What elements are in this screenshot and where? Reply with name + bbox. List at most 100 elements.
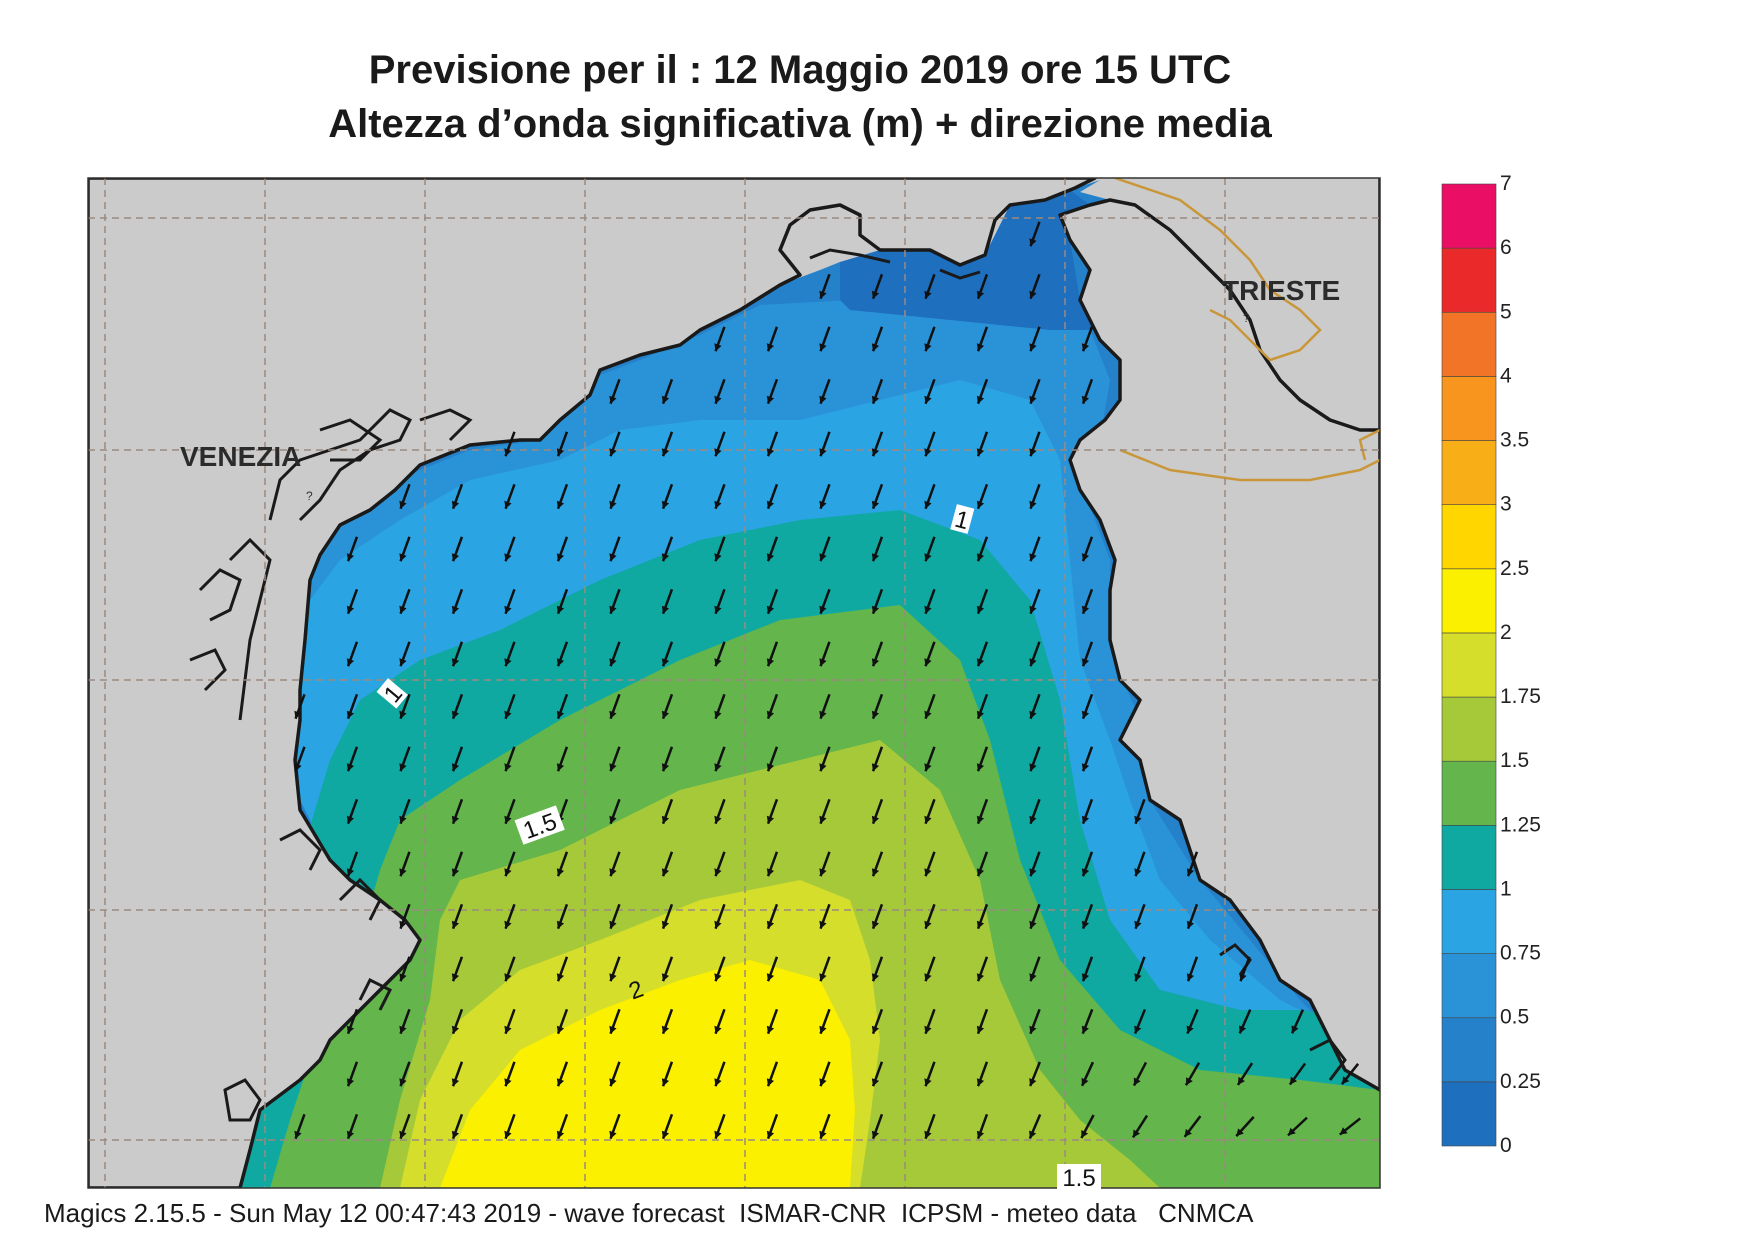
wave-arrow-head — [504, 815, 512, 824]
wave-arrow-head — [1081, 815, 1090, 824]
legend-swatch — [1441, 953, 1497, 1019]
wave-arrow-head — [871, 553, 880, 562]
wave-arrow-head — [504, 920, 512, 929]
wave-arrow-head — [556, 1130, 565, 1139]
legend-swatch — [1441, 311, 1497, 377]
wave-arrow-head — [504, 1025, 512, 1034]
wave-arrow-head — [766, 1078, 775, 1087]
wave-arrow-head — [399, 500, 407, 509]
wave-arrow-head — [346, 763, 355, 772]
wave-arrow-head — [1029, 815, 1037, 824]
wave-arrow-head — [714, 920, 722, 929]
wave-arrow-head — [661, 868, 670, 877]
wave-arrow-head — [924, 1025, 932, 1034]
wave-arrow-head — [609, 763, 617, 772]
wave-arrow-head — [661, 500, 670, 509]
legend-tick-label: 5 — [1500, 300, 1512, 323]
wave-arrow-head — [556, 658, 565, 667]
wave-arrow-head — [976, 605, 985, 614]
wave-arrow-head — [924, 815, 932, 824]
wave-arrow-head — [346, 710, 355, 719]
wave-arrow-head — [556, 553, 565, 562]
wave-arrow-head — [871, 448, 880, 457]
wave-arrow-head — [819, 920, 827, 929]
wave-arrow-head — [871, 868, 880, 877]
wave-arrow-head — [924, 658, 932, 667]
wave-arrow-head — [766, 448, 775, 457]
legend-swatch — [1441, 504, 1497, 570]
wave-arrow-head — [1186, 920, 1195, 929]
legend-tick-label: 0.5 — [1500, 1006, 1529, 1029]
wave-arrow-head — [976, 920, 985, 929]
wave-direction-arrows — [294, 221, 1361, 1140]
wave-arrow-head — [871, 290, 880, 299]
wave-arrow-head — [819, 343, 827, 352]
wave-arrow-head — [1029, 973, 1037, 982]
legend-tick-label: 1.25 — [1500, 813, 1541, 836]
wave-arrow-head — [871, 1130, 880, 1139]
wave-arrow-head — [346, 815, 355, 824]
title-line-1: Previsione per il : 12 Maggio 2019 ore 1… — [368, 48, 1232, 92]
wave-arrow-head — [714, 395, 722, 404]
wave-arrow-head — [346, 868, 355, 877]
legend-tick-label: 4 — [1500, 364, 1512, 387]
legend-swatch — [1441, 889, 1497, 954]
wave-arrow-head — [1291, 1025, 1299, 1034]
contour-label-box — [1057, 1164, 1101, 1190]
wave-arrow-head — [504, 710, 512, 719]
wave-arrow-head — [714, 448, 722, 457]
wave-arrow-head — [451, 920, 460, 929]
wave-arrow-head — [661, 395, 670, 404]
legend-swatch — [1441, 632, 1497, 698]
legend-swatch — [1441, 247, 1497, 313]
wave-arrow-head — [661, 658, 670, 667]
wave-arrow-head — [1029, 605, 1037, 614]
wave-arrow-head — [451, 553, 460, 562]
wave-arrow-head — [1134, 868, 1142, 877]
wave-arrow-head — [451, 500, 460, 509]
wave-arrow-head — [976, 658, 985, 667]
wave-arrow-head — [504, 1130, 512, 1139]
wave-arrow-head — [504, 1078, 512, 1087]
borders — [1114, 178, 1380, 482]
wave-arrow-head — [714, 1025, 722, 1034]
wave-arrow-head — [451, 605, 460, 614]
wave-arrow-head — [766, 395, 775, 404]
wave-arrow-head — [1186, 868, 1195, 877]
color-legend: 0 0.25 0.5 0.75 1 1.25 1.5 1.75 2 2.5 3 3.5 4 5 6 7 — [1441, 172, 1541, 1157]
wave-arrow-head — [976, 1130, 985, 1139]
wave-arrow-head — [871, 1025, 880, 1034]
wave-arrow-head — [1029, 658, 1037, 667]
wave-arrow-head — [1081, 395, 1090, 404]
wave-arrow-head — [766, 553, 775, 562]
wave-arrow-head — [399, 973, 407, 982]
wave-arrow-head — [1288, 1127, 1296, 1136]
wave-arrow-head — [1029, 448, 1037, 457]
wave-arrow-head — [556, 500, 565, 509]
wave-arrow-head — [1237, 1076, 1245, 1085]
wave-arrow-head — [1029, 290, 1037, 299]
wave-arrow-head — [714, 973, 722, 982]
city-label-trieste: TRIESTE — [1222, 275, 1340, 306]
wave-arrow-head — [924, 605, 932, 614]
wave-arrow-head — [1029, 710, 1037, 719]
wave-arrow-head — [399, 710, 407, 719]
wave-arrow-head — [766, 658, 775, 667]
legend-tick-label: 0 — [1500, 1134, 1512, 1157]
wave-arrow-head — [1341, 1076, 1350, 1085]
wave-arrow-head — [871, 500, 880, 509]
wave-arrow-head — [924, 343, 932, 352]
wave-arrow-head — [1029, 1130, 1037, 1139]
wave-arrow-head — [661, 710, 670, 719]
wave-arrow-head — [871, 973, 880, 982]
legend-swatch — [1441, 183, 1497, 249]
wave-arrow-head — [976, 1025, 985, 1034]
wave-arrow-head — [346, 1078, 355, 1087]
legend-tick-label: 3.5 — [1500, 429, 1529, 452]
wave-arrow-head — [451, 973, 460, 982]
wave-arrow-head — [504, 763, 512, 772]
wave-arrow-head — [609, 553, 617, 562]
wave-arrow-head — [609, 1130, 617, 1139]
wave-arrow-head — [766, 1025, 775, 1034]
wave-arrow-head — [661, 553, 670, 562]
